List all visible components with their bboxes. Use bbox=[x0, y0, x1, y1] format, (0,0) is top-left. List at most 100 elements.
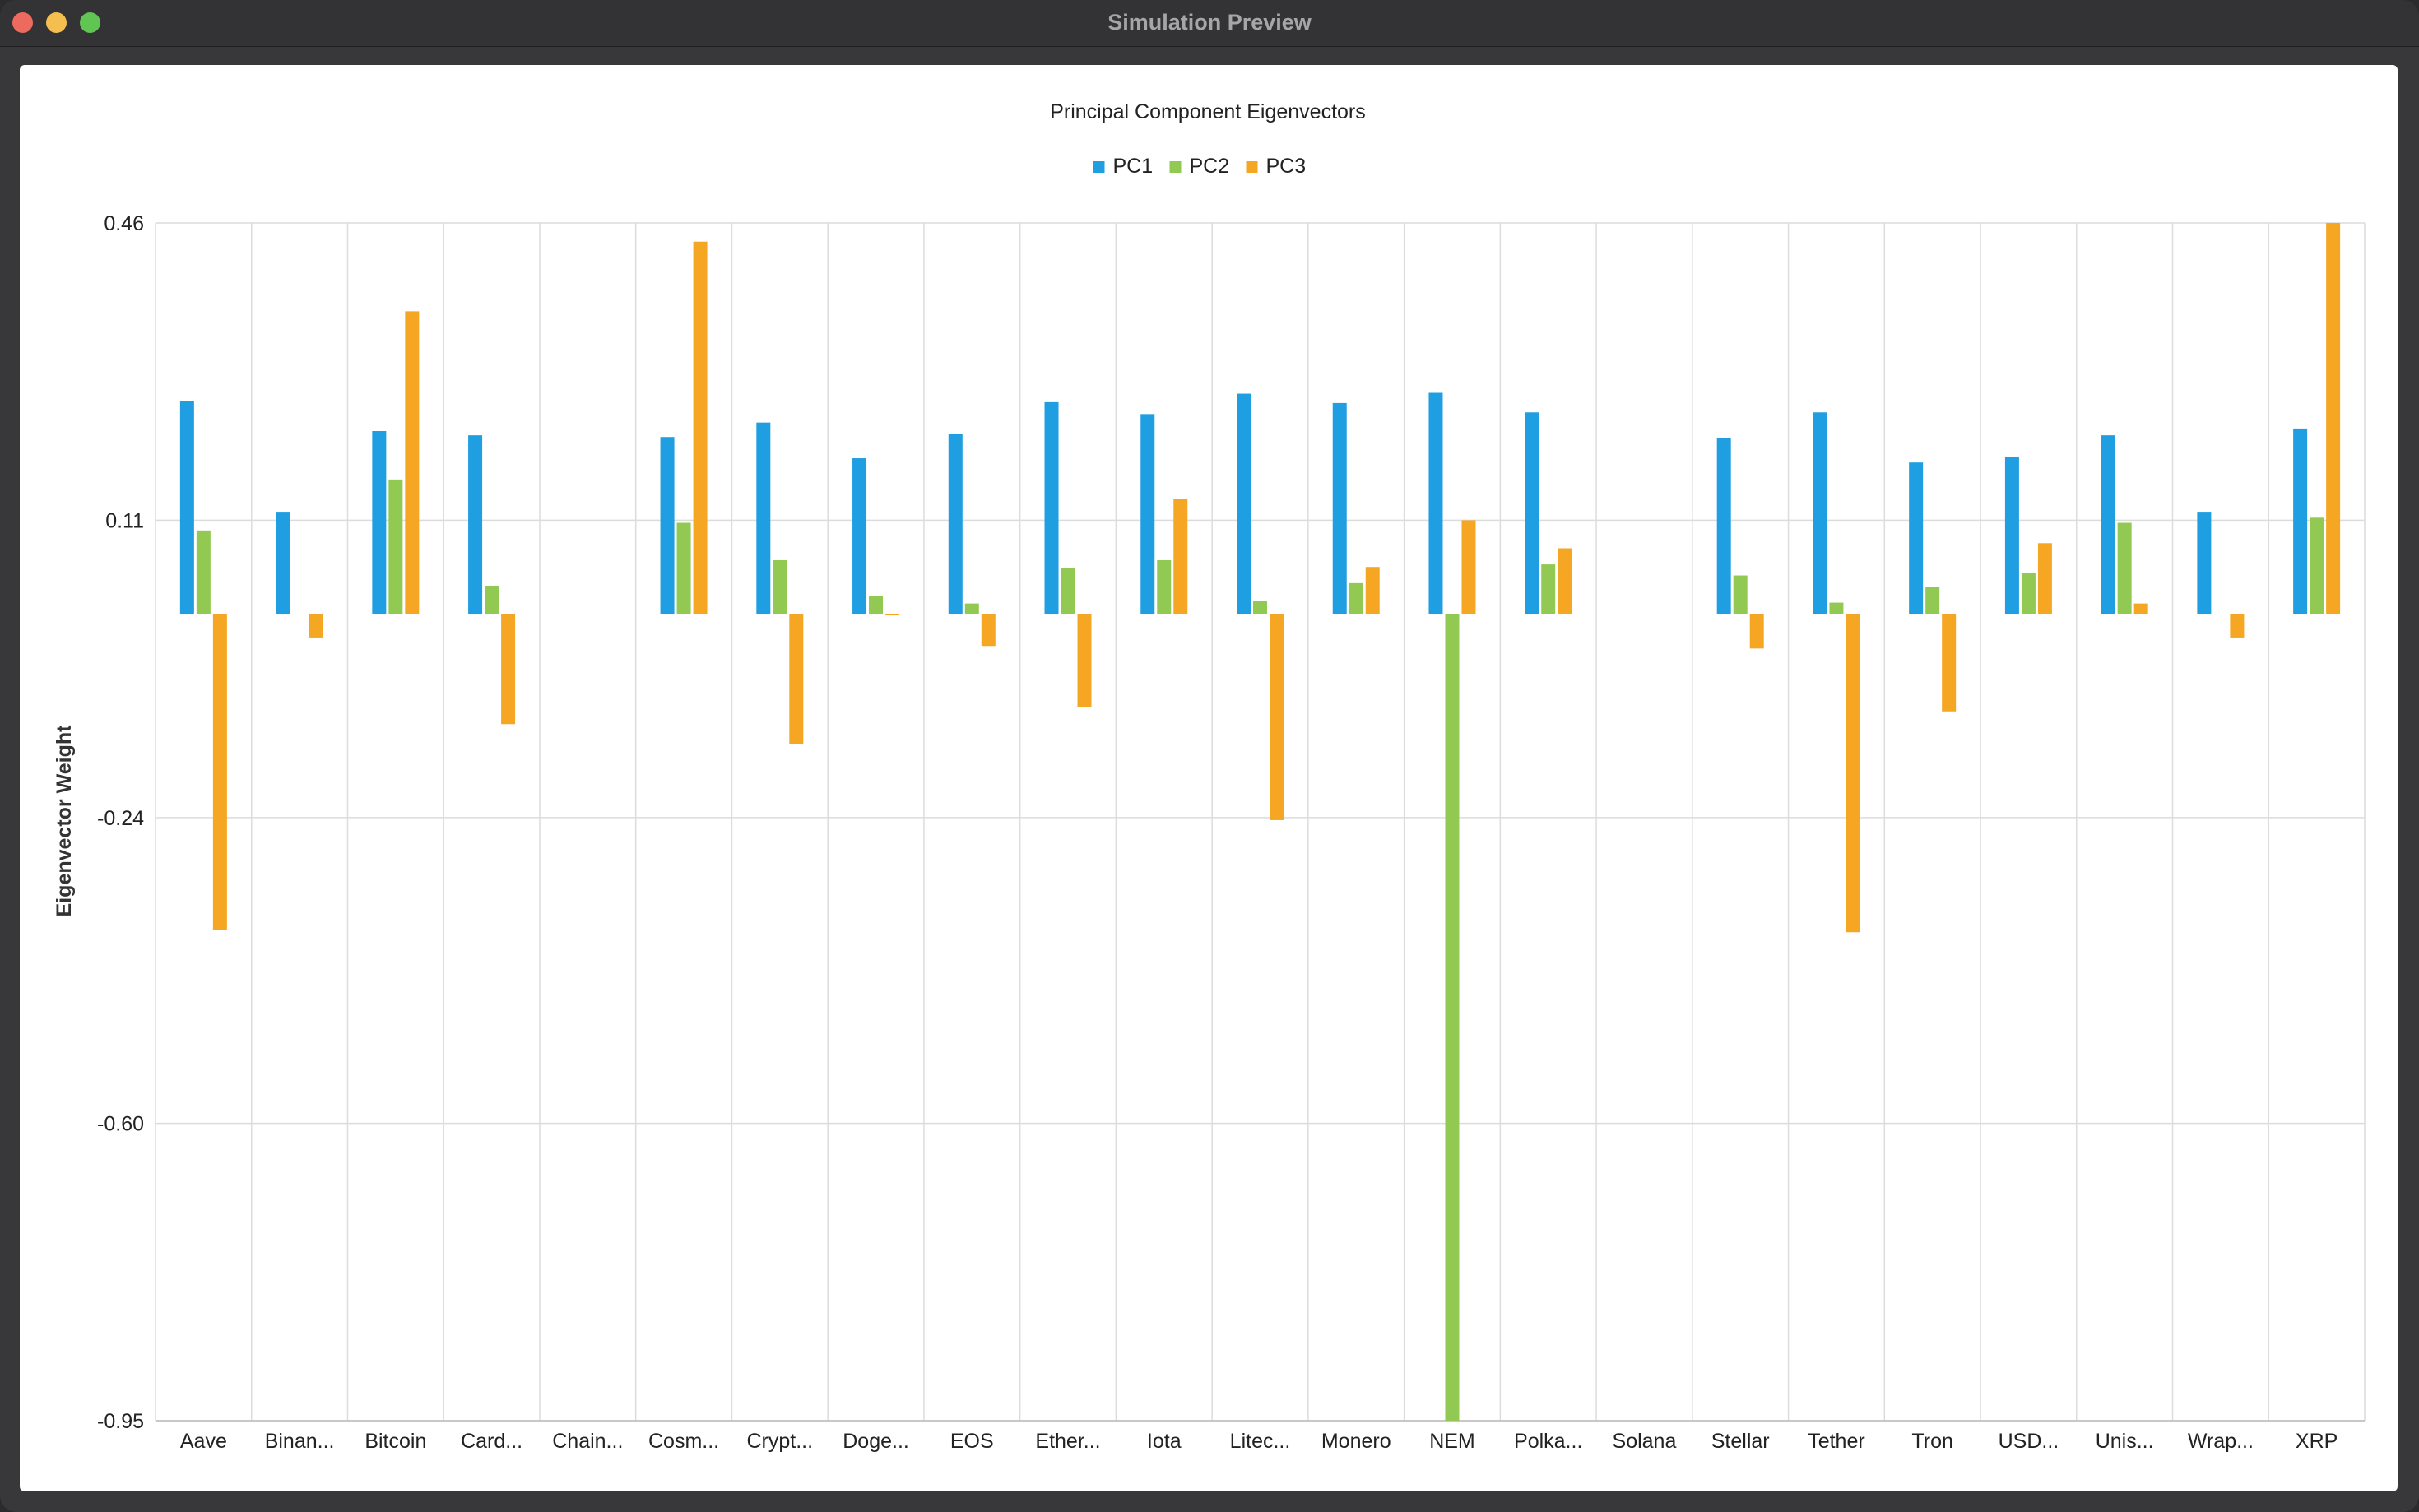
bar-pc3 bbox=[1749, 614, 1764, 649]
bar-pc2 bbox=[773, 559, 787, 615]
bar-pc3 bbox=[2037, 543, 2052, 615]
bar-pc1 bbox=[2101, 435, 2115, 615]
legend-label-pc3: PC3 bbox=[1266, 155, 1307, 178]
bar-pc2 bbox=[485, 585, 499, 615]
bar-pc2 bbox=[1349, 582, 1363, 615]
x-tick-label: Litec... bbox=[1230, 1430, 1291, 1453]
window-title: Simulation Preview bbox=[1107, 10, 1312, 35]
bar-pc1 bbox=[468, 435, 483, 615]
chart-grid bbox=[155, 222, 2366, 1422]
y-tick-label: -0.95 bbox=[97, 1410, 144, 1433]
bar-pc2 bbox=[2117, 522, 2132, 615]
bar-pc3 bbox=[1942, 614, 1957, 712]
bar-pc2 bbox=[1829, 602, 1844, 615]
bar-pc1 bbox=[1813, 412, 1827, 615]
bar-pc3 bbox=[1558, 548, 1572, 615]
x-tick-label: Doge... bbox=[843, 1430, 909, 1453]
bar-pc3 bbox=[2326, 223, 2341, 615]
bar-pc2 bbox=[2310, 517, 2324, 615]
title-bar[interactable]: Simulation Preview bbox=[0, 0, 2419, 47]
legend-swatch-pc3 bbox=[1246, 161, 1258, 173]
bar-pc3 bbox=[885, 614, 900, 616]
x-tick-label: Tether bbox=[1808, 1430, 1864, 1453]
bar-pc1 bbox=[1525, 412, 1539, 615]
bar-pc2 bbox=[869, 596, 884, 615]
bar-pc2 bbox=[1253, 601, 1267, 615]
y-tick-label: -0.60 bbox=[97, 1113, 144, 1136]
x-tick-label: Iota bbox=[1147, 1430, 1182, 1453]
bar-pc2 bbox=[1061, 568, 1075, 615]
close-window-button[interactable] bbox=[12, 12, 33, 33]
y-axis-label: Eigenvector Weight bbox=[53, 725, 76, 917]
x-tick-label: Wrap... bbox=[2188, 1430, 2254, 1453]
x-tick-label: Aave bbox=[180, 1430, 227, 1453]
bar-pc1 bbox=[1140, 414, 1155, 615]
x-tick-label: Monero bbox=[1321, 1430, 1391, 1453]
bar-pc1 bbox=[948, 434, 963, 615]
x-tick-label: NEM bbox=[1429, 1430, 1475, 1453]
bar-pc3 bbox=[309, 614, 323, 638]
bar-pc1 bbox=[1044, 401, 1059, 615]
bar-pc3 bbox=[693, 241, 708, 615]
x-tick-label: Crypt... bbox=[747, 1430, 814, 1453]
x-axis-ticks: Aave Binan... Bitcoin Card... Chain... Cosm..… bbox=[180, 1430, 2338, 1453]
minimize-window-button[interactable] bbox=[46, 12, 67, 33]
legend-swatch-pc1 bbox=[1093, 161, 1105, 173]
y-axis-ticks: 0.46 0.11 -0.24 -0.60 -0.95 bbox=[97, 212, 144, 1433]
bar-pc1 bbox=[1428, 392, 1443, 615]
bar-pc1 bbox=[756, 422, 771, 615]
bar-pc3 bbox=[1077, 614, 1092, 707]
bar-pc1 bbox=[2004, 456, 2019, 615]
x-tick-label: Bitcoin bbox=[364, 1430, 426, 1453]
y-tick-label: 0.11 bbox=[105, 509, 144, 532]
x-tick-label: EOS bbox=[950, 1430, 994, 1453]
chart-legend: PC1 PC2 PC3 bbox=[1093, 155, 1307, 178]
bar-pc2 bbox=[676, 522, 691, 615]
x-tick-label: Ether... bbox=[1035, 1430, 1100, 1453]
bar-pc3 bbox=[501, 614, 516, 725]
bar-pc3 bbox=[789, 614, 804, 744]
bar-pc1 bbox=[1716, 438, 1731, 615]
bar-pc2 bbox=[1925, 587, 1940, 615]
bar-pc3 bbox=[2133, 603, 2148, 615]
bar-pc3 bbox=[1846, 614, 1860, 933]
bar-pc2 bbox=[2021, 573, 2036, 615]
bar-pc3 bbox=[1365, 567, 1380, 615]
bar-pc2 bbox=[388, 479, 403, 615]
y-tick-label: 0.46 bbox=[104, 212, 144, 235]
x-tick-label: Chain... bbox=[552, 1430, 623, 1453]
bar-pc3 bbox=[405, 311, 420, 615]
x-tick-label: Stellar bbox=[1711, 1430, 1770, 1453]
x-tick-label: Cosm... bbox=[648, 1430, 719, 1453]
bar-pc3 bbox=[1173, 499, 1188, 615]
bar-pc1 bbox=[2293, 428, 2308, 615]
legend-label-pc1: PC1 bbox=[1113, 155, 1154, 178]
bar-pc3 bbox=[1461, 520, 1476, 615]
legend-label-pc2: PC2 bbox=[1190, 155, 1230, 178]
bar-pc1 bbox=[179, 401, 194, 615]
bar-pc1 bbox=[1332, 402, 1347, 615]
chart-panel: Principal Component Eigenvectors PC1 PC2 P… bbox=[20, 65, 2398, 1491]
zoom-window-button[interactable] bbox=[80, 12, 100, 33]
bar-pc1 bbox=[852, 458, 867, 615]
x-tick-label: Tron bbox=[1911, 1430, 1952, 1453]
x-tick-label: Polka... bbox=[1514, 1430, 1582, 1453]
bar-pc2 bbox=[1541, 564, 1556, 615]
x-tick-label: XRP bbox=[2296, 1430, 2338, 1453]
chart-bars bbox=[179, 223, 2341, 1421]
x-tick-label: Binan... bbox=[265, 1430, 335, 1453]
chart-title: Principal Component Eigenvectors bbox=[1050, 100, 1366, 123]
y-tick-label: -0.24 bbox=[97, 807, 144, 830]
bar-pc1 bbox=[1237, 393, 1251, 615]
bar-pc3 bbox=[1270, 614, 1284, 820]
bar-pc1 bbox=[276, 512, 290, 615]
bar-pc3 bbox=[212, 614, 227, 930]
bar-pc1 bbox=[372, 430, 387, 615]
bar-pc1 bbox=[2197, 512, 2212, 615]
bar-pc2 bbox=[964, 603, 979, 615]
bar-pc2 bbox=[1157, 559, 1172, 615]
bar-pc1 bbox=[660, 437, 675, 615]
bar-pc2 bbox=[1733, 575, 1748, 615]
bar-pc3 bbox=[981, 614, 996, 647]
